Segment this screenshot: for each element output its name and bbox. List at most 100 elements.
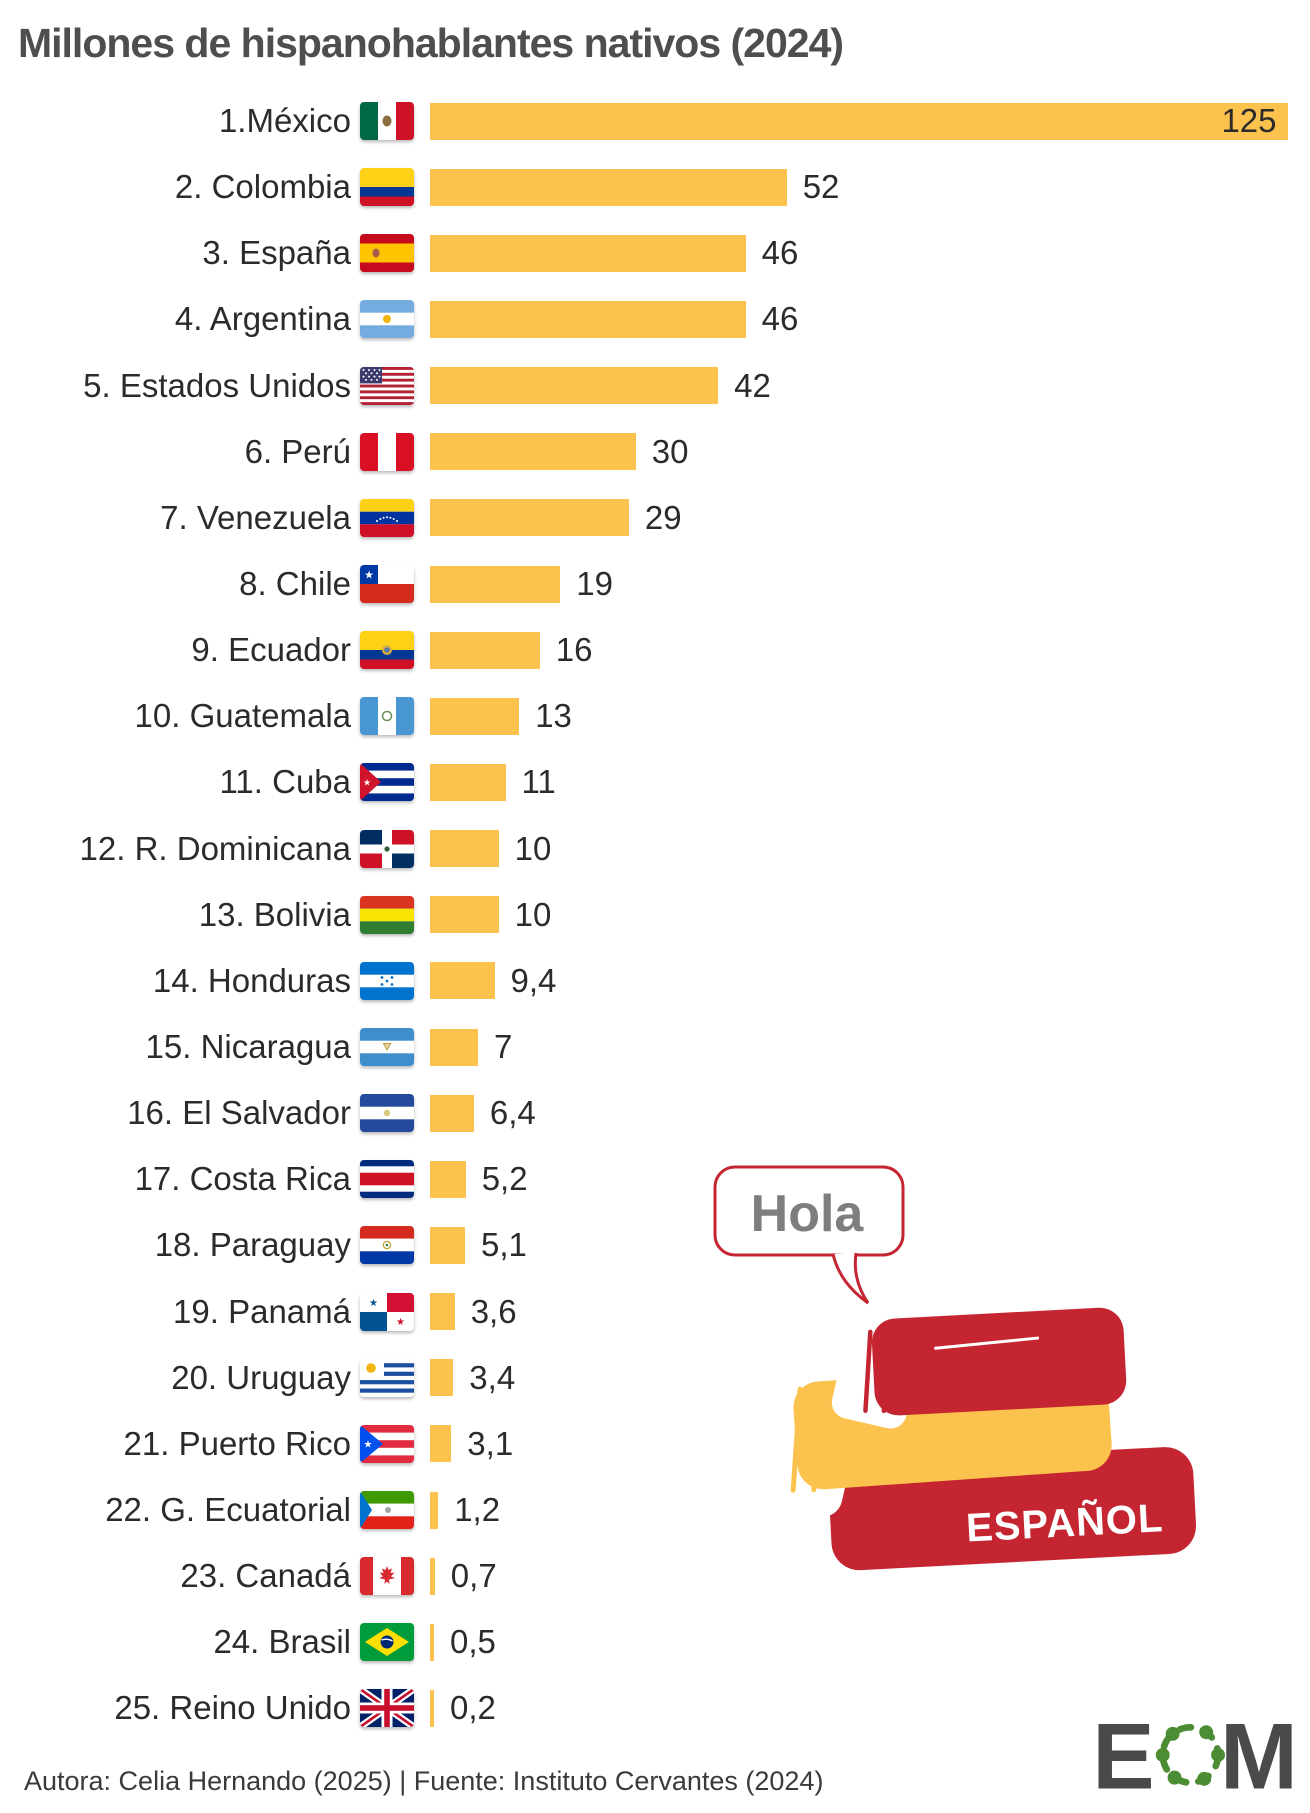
chart-row: 14. Honduras 9,4 xyxy=(0,948,1310,1014)
bar-area: 11 xyxy=(430,763,556,801)
value-bar xyxy=(430,1094,474,1132)
country-label: 6. Perú xyxy=(244,432,351,470)
pa-flag-icon: ★ ★ xyxy=(360,1292,414,1331)
bar-value-label: 10 xyxy=(514,829,552,867)
country-label: 4. Argentina xyxy=(174,300,351,338)
gq-flag-icon xyxy=(360,1491,414,1530)
bar-value-label: 46 xyxy=(761,300,799,338)
bar-area: 29 xyxy=(430,499,682,537)
value-bar xyxy=(430,168,787,206)
cl-flag-icon: ★ xyxy=(360,565,414,604)
value-bar xyxy=(430,1623,434,1661)
country-label: 1.México xyxy=(218,102,351,140)
chart-row: 1.México 125 xyxy=(0,88,1310,154)
pe-flag-icon xyxy=(360,432,414,471)
ni-flag-icon xyxy=(360,1028,414,1067)
br-flag-icon xyxy=(360,1623,414,1662)
book-top xyxy=(831,1307,1127,1429)
bar-value-label: 6,4 xyxy=(489,1094,536,1132)
uy-flag-icon xyxy=(360,1358,414,1397)
bar-area: 10 xyxy=(430,896,551,934)
ar-flag-icon xyxy=(360,300,414,339)
chart-row: 18. Paraguay 5,1 xyxy=(0,1212,1310,1278)
hn-flag-icon xyxy=(360,961,414,1000)
bar-value-label: 30 xyxy=(651,432,689,470)
chart-title: Millones de hispanohablantes nativos (20… xyxy=(18,20,844,66)
value-bar xyxy=(430,1491,439,1529)
country-label: 17. Costa Rica xyxy=(134,1160,351,1198)
value-bar xyxy=(430,1359,454,1397)
value-bar xyxy=(430,697,520,735)
bar-value-label: 5,2 xyxy=(481,1160,528,1198)
bar-value-label: 46 xyxy=(761,234,799,272)
co-flag-icon xyxy=(360,168,414,207)
chart-row: 10. Guatemala 13 xyxy=(0,683,1310,749)
chart-row: 13. Bolivia 10 xyxy=(0,882,1310,948)
chart-row: 11. Cuba ★ 11 xyxy=(0,749,1310,815)
country-label: 13. Bolivia xyxy=(198,895,351,933)
bar-value-label: 10 xyxy=(514,895,552,933)
pr-flag-icon: ★ xyxy=(360,1424,414,1463)
chart-row: 22. G. Ecuatorial 1,2 xyxy=(0,1477,1310,1543)
chart-row: 21. Puerto Rico ★ 3,1 xyxy=(0,1411,1310,1477)
chart-row: 9. Ecuador 16 xyxy=(0,617,1310,683)
chart-row: 15. Nicaragua 7 xyxy=(0,1014,1310,1080)
value-bar xyxy=(430,830,499,868)
logo-ring-icon xyxy=(1155,1723,1226,1786)
chart-row: 25. Reino Unido 0,2 xyxy=(0,1675,1310,1741)
value-bar xyxy=(430,367,719,405)
country-label: 22. G. Ecuatorial xyxy=(105,1491,351,1529)
chart-row: 23. Canadá 0,7 xyxy=(0,1543,1310,1609)
country-label: 5. Estados Unidos xyxy=(83,366,351,404)
country-label: 25. Reino Unido xyxy=(114,1689,351,1727)
bar-area: 10 xyxy=(430,830,551,868)
svg-text:★: ★ xyxy=(364,570,374,582)
bar-area: 7 xyxy=(430,1028,512,1066)
bar-area: 125 xyxy=(430,102,1288,140)
py-flag-icon xyxy=(360,1226,414,1265)
bar-value-label: 125 xyxy=(1221,102,1277,140)
bubble-text: Hola xyxy=(751,1185,865,1243)
bar-area: 52 xyxy=(430,168,839,206)
chart-row: 3. España 46 xyxy=(0,220,1310,286)
bar-area: 5,1 xyxy=(430,1226,527,1264)
value-bar xyxy=(430,499,629,537)
country-label: 15. Nicaragua xyxy=(145,1028,351,1066)
value-bar xyxy=(430,1425,452,1463)
svg-text:★: ★ xyxy=(363,778,371,788)
value-bar xyxy=(430,234,746,272)
bar-value-label: 42 xyxy=(734,366,771,404)
svg-text:★: ★ xyxy=(396,1317,405,1328)
chart-row: 16. El Salvador 6,4 xyxy=(0,1080,1310,1146)
bar-value-label: 5,1 xyxy=(481,1226,527,1264)
ca-flag-icon xyxy=(360,1557,414,1596)
country-label: 2. Colombia xyxy=(174,168,351,206)
country-label: 16. El Salvador xyxy=(127,1094,351,1132)
bar-value-label: 0,5 xyxy=(450,1623,496,1661)
svg-text:★: ★ xyxy=(364,1439,373,1450)
value-bar xyxy=(430,763,506,801)
gt-flag-icon xyxy=(360,697,414,736)
ve-flag-icon xyxy=(360,498,414,537)
value-bar xyxy=(430,565,561,603)
country-label: 9. Ecuador xyxy=(191,631,351,669)
bar-area: 42 xyxy=(430,367,771,405)
chart-row: 6. Perú 30 xyxy=(0,419,1310,485)
country-label: 21. Puerto Rico xyxy=(123,1424,351,1462)
ec-flag-icon xyxy=(360,631,414,670)
bar-value-label: 7 xyxy=(494,1028,513,1066)
bar-area: 3,1 xyxy=(430,1425,513,1463)
bar-area: 30 xyxy=(430,433,689,471)
cr-flag-icon xyxy=(360,1160,414,1199)
value-bar xyxy=(430,300,746,338)
chart-row: 5. Estados Unidos 42 xyxy=(0,353,1310,419)
value-bar xyxy=(430,1028,478,1066)
bar-chart: 1.México 125 2. Colombia 52 3. España 46 4. Ar… xyxy=(0,88,1310,1742)
bar-area: 3,4 xyxy=(430,1359,515,1397)
logo-letter-m: M xyxy=(1220,1712,1298,1796)
cu-flag-icon: ★ xyxy=(360,763,414,802)
credit-line: Autora: Celia Hernando (2025) | Fuente: … xyxy=(24,1766,824,1796)
bo-flag-icon xyxy=(360,895,414,934)
svg-text:★: ★ xyxy=(369,1298,378,1309)
es-flag-icon xyxy=(360,234,414,273)
